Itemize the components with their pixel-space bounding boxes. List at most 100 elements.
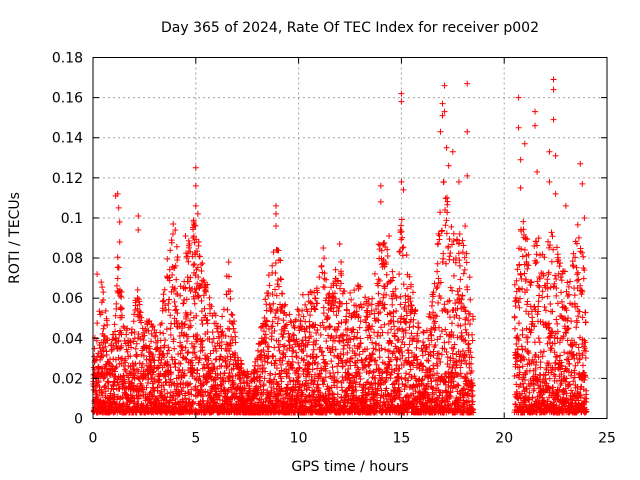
data-point <box>295 372 302 379</box>
data-point <box>277 275 284 282</box>
data-point <box>208 360 215 367</box>
data-point <box>287 378 294 385</box>
data-point <box>344 332 351 339</box>
data-point <box>136 301 143 308</box>
data-point <box>120 372 127 379</box>
data-point <box>410 323 417 330</box>
data-point <box>323 276 330 283</box>
data-point <box>390 309 397 316</box>
data-point <box>306 329 313 336</box>
data-point <box>440 178 447 185</box>
data-point <box>185 389 192 396</box>
data-point <box>164 350 171 357</box>
data-point <box>278 276 285 283</box>
data-point <box>391 323 398 330</box>
data-point <box>168 239 175 246</box>
data-point <box>346 345 353 352</box>
data-point <box>224 325 231 332</box>
data-point <box>515 320 522 327</box>
data-point <box>188 357 195 364</box>
data-point <box>168 354 175 361</box>
data-point <box>165 344 172 351</box>
data-point <box>448 320 455 327</box>
data-point <box>395 348 402 355</box>
data-point <box>356 324 363 331</box>
data-point <box>395 374 402 381</box>
data-point <box>280 331 287 338</box>
data-point <box>192 289 199 296</box>
data-point <box>533 251 540 258</box>
data-point <box>340 337 347 344</box>
data-point <box>446 253 453 260</box>
data-point <box>275 337 282 344</box>
data-point <box>271 327 278 334</box>
data-point <box>186 396 193 403</box>
data-point <box>402 327 409 334</box>
data-point <box>314 360 321 367</box>
data-point <box>132 360 139 367</box>
data-point <box>292 318 299 325</box>
data-point <box>263 301 270 308</box>
data-point <box>170 230 177 237</box>
data-point <box>400 334 407 341</box>
data-point <box>387 371 394 378</box>
data-point <box>307 299 314 306</box>
data-point <box>195 294 202 301</box>
data-point <box>227 342 234 349</box>
data-point <box>299 307 306 314</box>
data-point <box>265 343 272 350</box>
data-point <box>238 361 245 368</box>
data-point <box>149 351 156 358</box>
data-point <box>352 379 359 386</box>
data-point <box>136 298 143 305</box>
data-point <box>357 375 364 382</box>
data-point <box>320 310 327 317</box>
data-point <box>196 253 203 260</box>
data-point <box>379 368 386 375</box>
data-point <box>205 355 212 362</box>
data-point <box>334 369 341 376</box>
data-point <box>105 379 112 386</box>
data-point <box>283 384 290 391</box>
data-point <box>203 288 210 295</box>
data-point <box>135 331 142 338</box>
data-point <box>120 401 127 408</box>
data-point <box>348 355 355 362</box>
data-point <box>400 362 407 369</box>
data-point <box>371 270 378 277</box>
data-point <box>271 360 278 367</box>
data-point <box>347 289 354 296</box>
data-point <box>389 381 396 388</box>
data-point <box>397 344 404 351</box>
data-point <box>299 291 306 298</box>
data-point <box>226 361 233 368</box>
data-point <box>109 336 116 343</box>
data-point <box>194 336 201 343</box>
data-point <box>406 273 413 280</box>
data-point <box>356 351 363 358</box>
data-point <box>362 294 369 301</box>
data-point <box>187 380 194 387</box>
data-point <box>372 358 379 365</box>
data-point <box>160 330 167 337</box>
data-point <box>184 311 191 318</box>
data-point <box>177 350 184 357</box>
data-point <box>308 406 315 413</box>
data-point <box>383 374 390 381</box>
data-point <box>278 361 285 368</box>
data-point <box>264 359 271 366</box>
data-point <box>337 350 344 357</box>
data-point <box>282 301 289 308</box>
data-point <box>189 399 196 406</box>
data-point <box>345 339 352 346</box>
data-point <box>331 373 338 380</box>
data-point <box>276 341 283 348</box>
data-point <box>363 369 370 376</box>
data-point <box>388 340 395 347</box>
data-point <box>108 340 115 347</box>
data-point <box>139 360 146 367</box>
data-point <box>257 373 264 380</box>
data-point <box>338 259 345 266</box>
data-point <box>390 274 397 281</box>
data-point <box>204 328 211 335</box>
